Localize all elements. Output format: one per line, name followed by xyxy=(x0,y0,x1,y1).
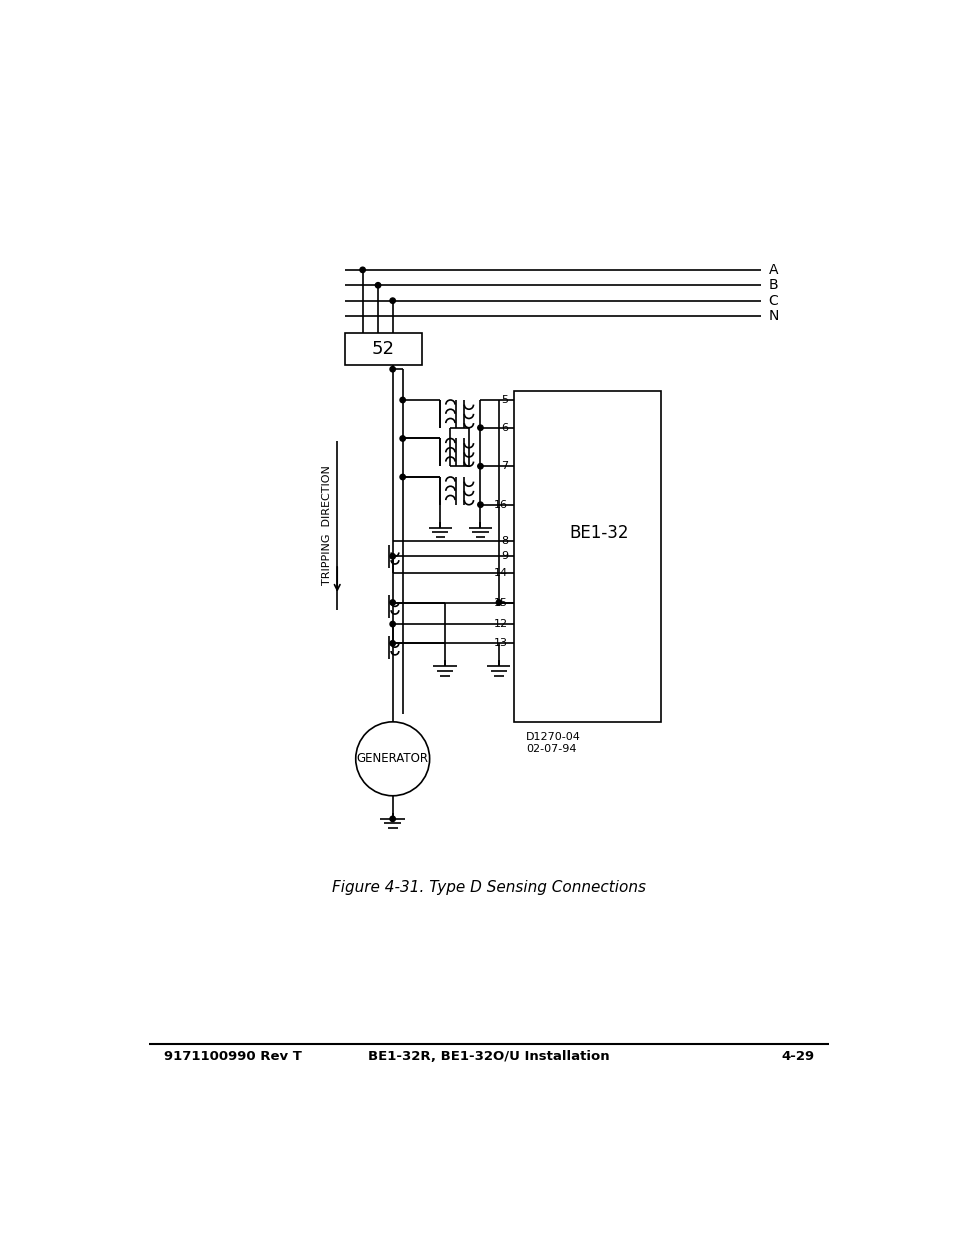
Text: 8: 8 xyxy=(500,536,508,546)
Text: 13: 13 xyxy=(494,638,508,648)
Text: 02-07-94: 02-07-94 xyxy=(525,743,576,753)
Circle shape xyxy=(355,721,429,795)
Text: C: C xyxy=(767,294,778,308)
Text: 12: 12 xyxy=(494,619,508,629)
Circle shape xyxy=(477,463,482,469)
Circle shape xyxy=(359,267,365,273)
Circle shape xyxy=(390,553,395,559)
Text: 9171100990 Rev T: 9171100990 Rev T xyxy=(164,1050,301,1063)
Text: 14: 14 xyxy=(494,568,508,578)
Circle shape xyxy=(399,474,405,479)
Bar xyxy=(514,390,659,721)
Text: BE1-32R, BE1-32O/U Installation: BE1-32R, BE1-32O/U Installation xyxy=(368,1050,609,1063)
Circle shape xyxy=(496,600,501,605)
Text: 9: 9 xyxy=(500,551,508,561)
Text: N: N xyxy=(767,309,778,324)
Text: 4-29: 4-29 xyxy=(781,1050,814,1063)
Text: 7: 7 xyxy=(500,461,508,472)
Circle shape xyxy=(375,283,380,288)
Circle shape xyxy=(399,436,405,441)
Text: D1270-04: D1270-04 xyxy=(525,732,580,742)
Text: 5: 5 xyxy=(500,395,508,405)
Text: 52: 52 xyxy=(372,340,395,358)
Text: 16: 16 xyxy=(494,500,508,510)
Circle shape xyxy=(390,641,395,646)
Text: A: A xyxy=(767,263,777,277)
Text: 6: 6 xyxy=(500,422,508,432)
Text: 15: 15 xyxy=(494,598,508,608)
Circle shape xyxy=(477,501,482,508)
Circle shape xyxy=(390,367,395,372)
Text: Figure 4-31. Type D Sensing Connections: Figure 4-31. Type D Sensing Connections xyxy=(332,879,645,895)
Circle shape xyxy=(399,398,405,403)
Text: TRIPPING  DIRECTION: TRIPPING DIRECTION xyxy=(322,466,332,585)
Circle shape xyxy=(390,600,395,605)
Bar xyxy=(345,333,421,366)
Circle shape xyxy=(477,425,482,431)
Circle shape xyxy=(390,298,395,304)
Text: B: B xyxy=(767,278,778,293)
Text: BE1-32: BE1-32 xyxy=(569,524,628,542)
Circle shape xyxy=(390,816,395,821)
Circle shape xyxy=(390,621,395,626)
Text: GENERATOR: GENERATOR xyxy=(356,752,428,766)
